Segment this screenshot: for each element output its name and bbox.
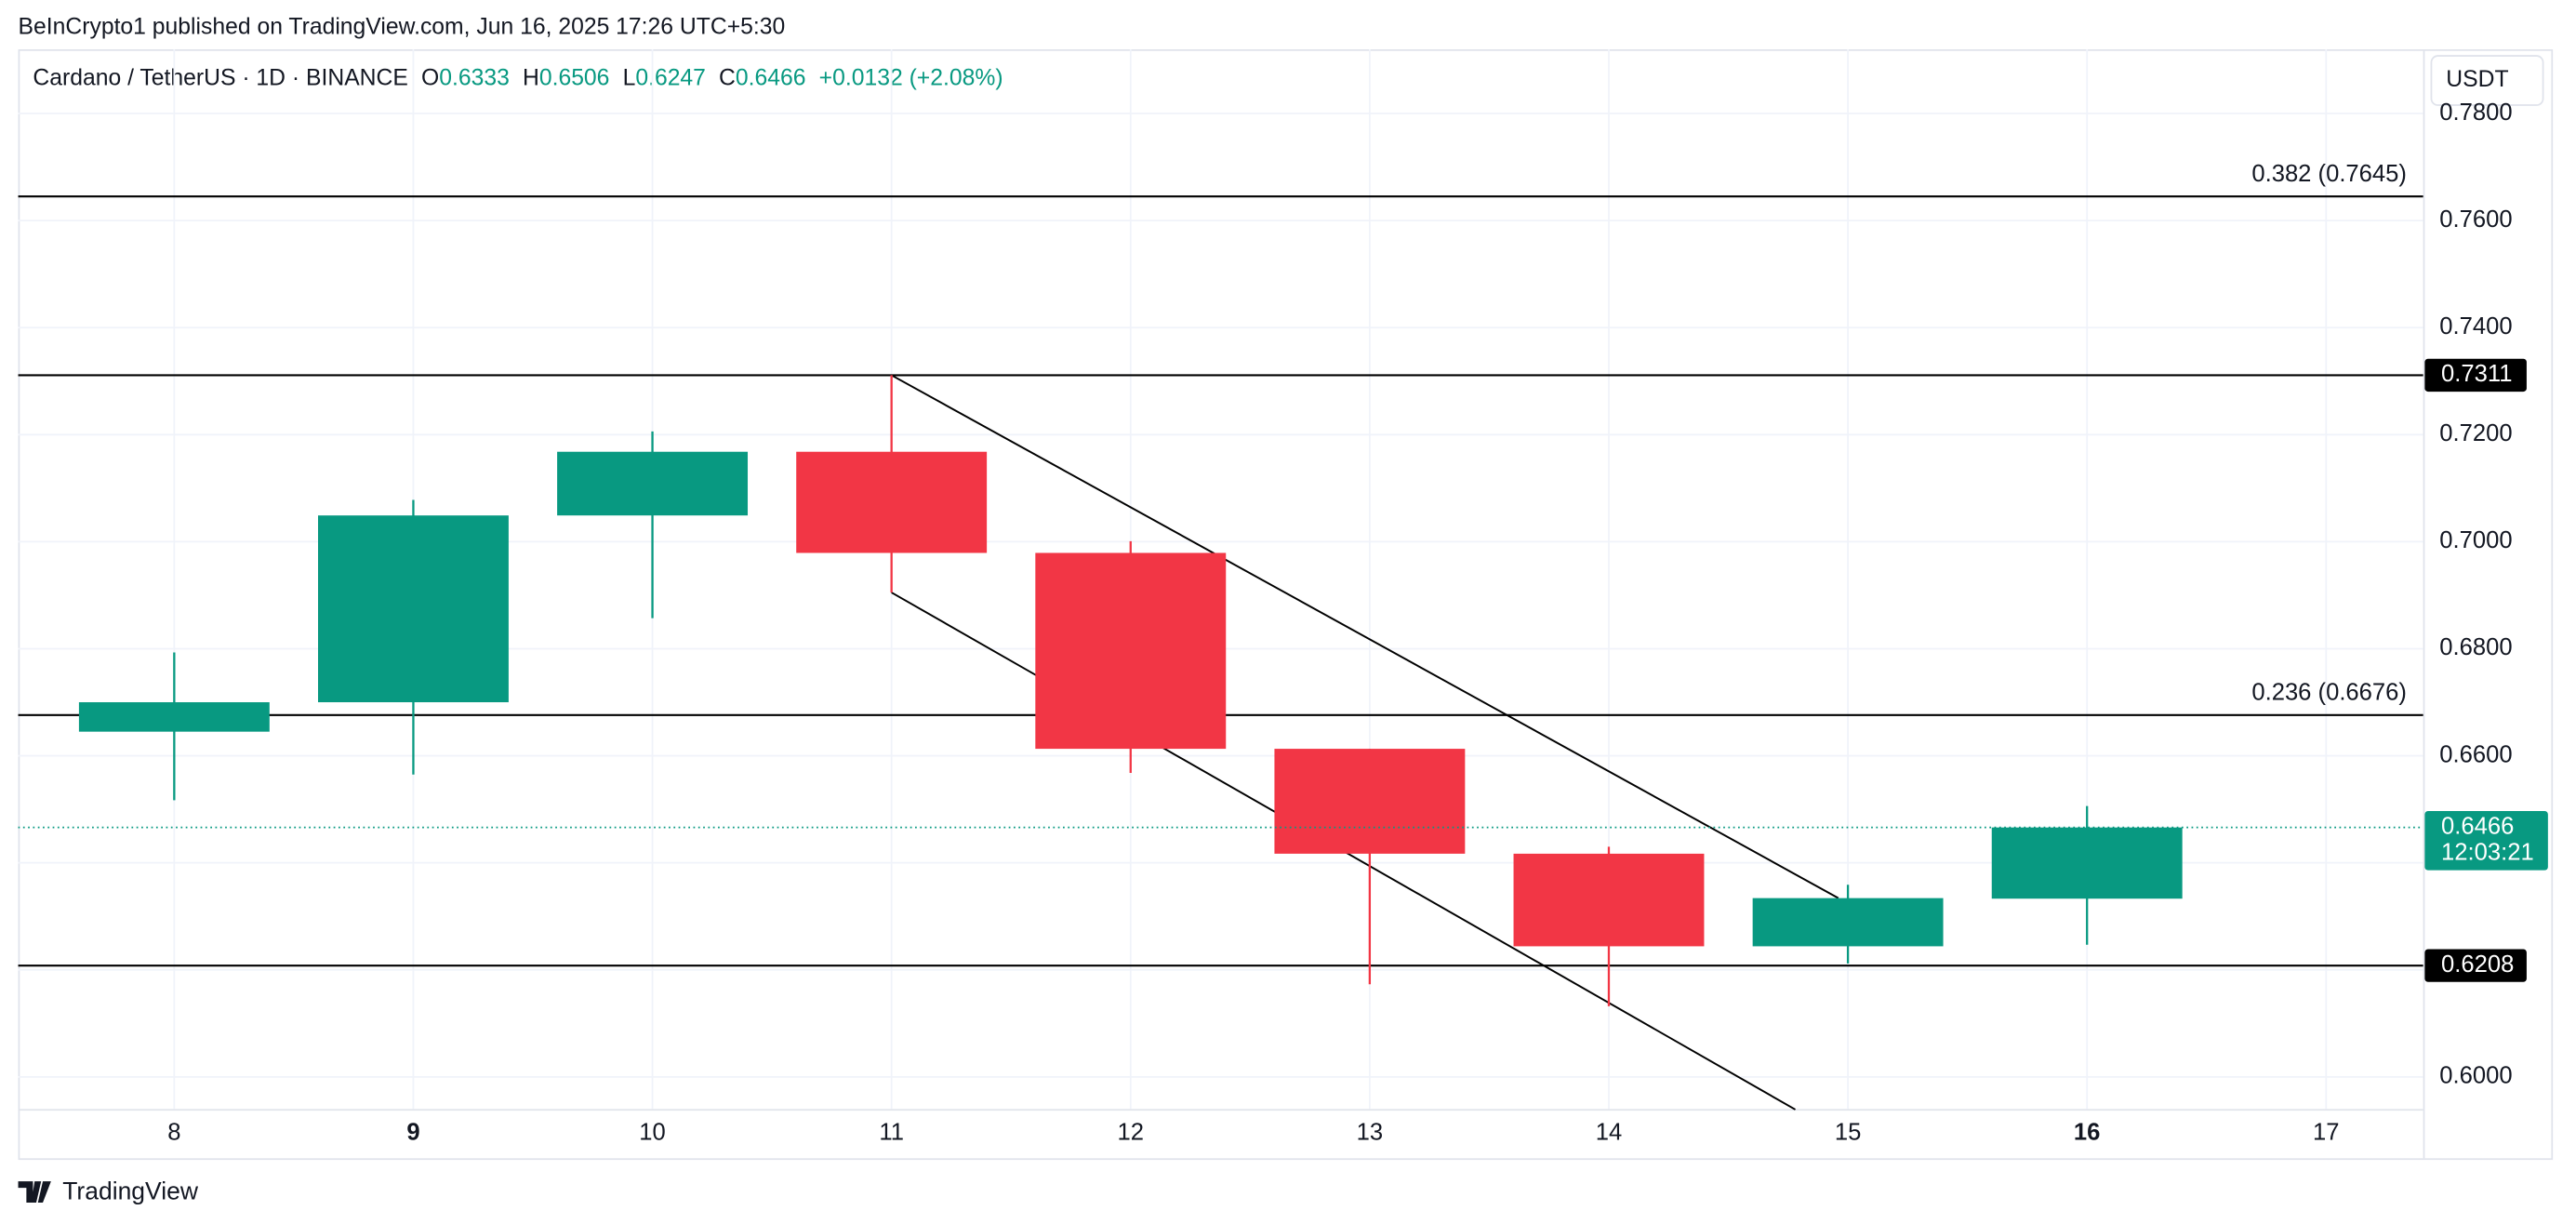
ohlc-value: 0.6506 [539,65,610,90]
countdown: 12:03:21 [2441,840,2534,866]
chart-frame [18,48,2554,1161]
last-price-badge [2424,811,2548,871]
level-badge [2424,358,2527,392]
x-tick-label: 13 [1357,1120,1384,1146]
ohlc-letter: L [623,65,636,90]
level-badge [2424,949,2527,982]
logo: TradingView [18,1177,199,1204]
candle-body [796,451,988,553]
y-tick-label: 0.6000 [2439,1063,2512,1089]
legend: Cardano / TetherUS · 1D · BINANCE O 0.6333… [33,65,1003,90]
symbol: Cardano / TetherUS · 1D · BINANCE [33,65,407,90]
y-tick-label: 0.7400 [2439,313,2512,339]
x-tick-label: 17 [2313,1120,2340,1146]
x-tick-label: 11 [879,1120,904,1146]
publisher: BeInCrypto1 published on TradingView.com… [19,15,786,40]
ohlc-letter: C [719,65,736,90]
candle-body [78,702,270,732]
currency-button[interactable] [2430,55,2544,106]
y-tick-label: 0.6600 [2439,741,2512,767]
x-tick-label: 15 [1835,1120,1862,1146]
currency[interactable]: USDT [2446,67,2508,92]
candle-body [1035,552,1227,750]
x-tick-label: 10 [639,1120,666,1146]
x-tick-label: 8 [167,1120,180,1146]
y-tick-label: 0.7000 [2439,527,2512,553]
candle-body [1752,898,1944,947]
candle-body [1513,853,1705,947]
y-tick-label: 0.7800 [2439,100,2512,126]
level-badge-label: 0.6208 [2441,951,2514,978]
x-tick-label: 16 [2074,1120,2101,1146]
last-price: 0.6466 [2441,813,2514,839]
y-tick-label: 0.7200 [2439,420,2512,446]
trendline [891,374,1839,899]
x-tick-label: 14 [1596,1120,1623,1146]
logo-text: TradingView [62,1177,199,1204]
level-label: 0.236 (0.6676) [2251,680,2407,706]
ohlc-letter: H [523,65,539,90]
ohlc-value: 0.6333 [439,65,510,90]
change: +0.0132 (+2.08%) [819,65,1003,90]
candle-body [318,515,509,703]
ohlc-value: 0.6247 [635,65,706,90]
candle-body [557,451,749,516]
ohlc-letter: O [421,65,439,90]
candle-body [1274,749,1466,854]
candle-body [1991,827,2183,899]
y-tick-label: 0.7600 [2439,206,2512,233]
x-tick-label: 9 [406,1120,419,1146]
ohlc-value: 0.6466 [736,65,806,90]
level-label: 0.382 (0.7645) [2251,161,2407,187]
x-tick-label: 12 [1118,1120,1144,1146]
y-tick-label: 0.6800 [2439,634,2512,660]
level-badge-label: 0.7311 [2441,361,2512,387]
